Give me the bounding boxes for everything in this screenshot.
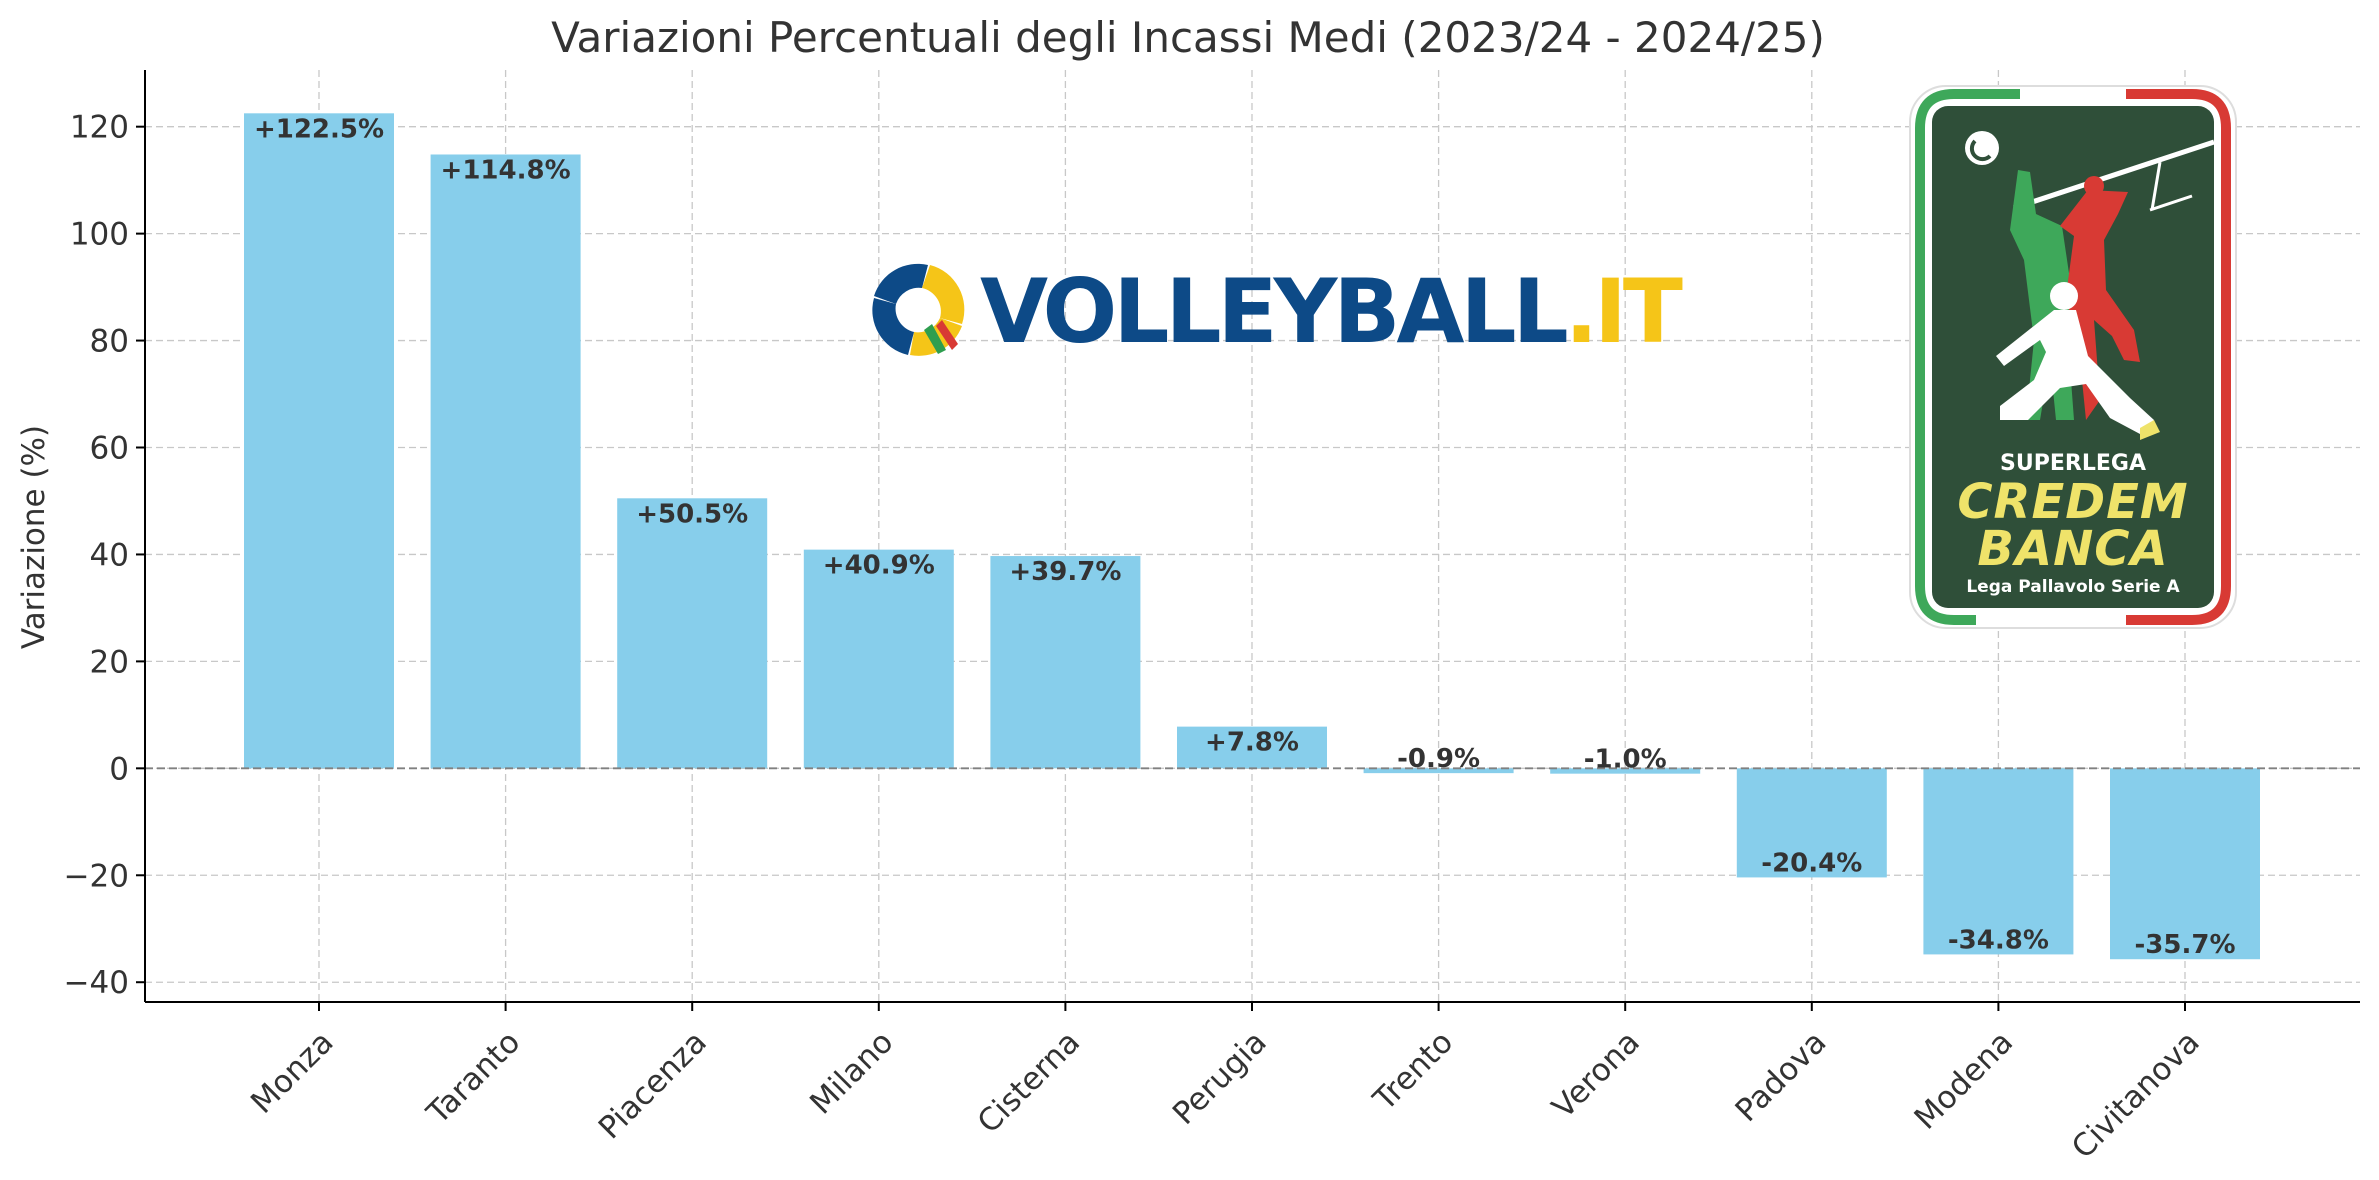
superlega-credem-banca-logo: SUPERLEGA CREDEM BANCA Lega Pallavolo Se…	[1909, 85, 2237, 629]
x-tick-label: Monza	[244, 1024, 341, 1121]
svg-text:VOLLEYBALL.IT: VOLLEYBALL.IT	[980, 260, 1683, 363]
x-tick-label: Padova	[1729, 1024, 1834, 1129]
credem-text: CREDEM	[1957, 474, 2188, 530]
x-tick-label: Verona	[1545, 1024, 1647, 1126]
bar	[803, 549, 954, 769]
data-label: +50.5%	[636, 499, 748, 529]
y-tick-labels: −40 −20 0 20 40 60 80 100 120	[64, 110, 129, 1002]
x-tick-label: Perugia	[1166, 1024, 1274, 1132]
data-labels: +122.5% +114.8% +50.5% +40.9% +39.7% +7.8% -0.…	[254, 114, 2236, 960]
bar	[2110, 768, 2260, 960]
data-label: -1.0%	[1584, 745, 1667, 775]
bar	[430, 154, 581, 769]
x-tick-label: Trento	[1366, 1024, 1460, 1118]
y-tick-label: 20	[90, 644, 129, 680]
y-tick-label: 40	[90, 537, 129, 573]
data-label: -0.9%	[1397, 744, 1480, 774]
bar	[1923, 768, 2074, 955]
bar	[1363, 768, 1514, 774]
lega-pallavolo-text: Lega Pallavolo Serie A	[1966, 577, 2180, 597]
axes	[136, 70, 2360, 1011]
data-label: +122.5%	[254, 114, 384, 144]
y-tick-label: 60	[90, 431, 129, 467]
volleyball-players-icon	[1996, 170, 2160, 440]
volleyball-ball-icon	[872, 263, 965, 356]
y-tick-label: 100	[70, 217, 129, 253]
x-tick-label: Civitanova	[2065, 1024, 2207, 1166]
bar	[990, 556, 1141, 769]
bar	[1550, 768, 1701, 774]
x-tick-label: Piacenza	[592, 1024, 714, 1146]
data-label: +40.9%	[823, 551, 935, 581]
data-label: +39.7%	[1009, 557, 1121, 587]
volleyball-logo-text: VOLLEYBALL	[980, 260, 1567, 363]
bar	[617, 498, 768, 769]
x-tick-label: Modena	[1908, 1024, 2021, 1137]
x-tick-label: Milano	[803, 1024, 900, 1121]
data-label: +114.8%	[441, 155, 571, 185]
data-label: -20.4%	[1761, 848, 1862, 878]
x-tick-label: Cisterna	[971, 1024, 1087, 1140]
y-tick-label: 120	[70, 110, 129, 146]
volleyball-it-logo: VOLLEYBALL.IT	[872, 260, 1687, 363]
y-tick-label: 0	[109, 751, 129, 787]
lega-emblem-icon	[1965, 131, 1999, 165]
data-label: -35.7%	[2135, 930, 2236, 960]
x-tick-labels: Monza Taranto Piacenza Milano Cisterna Perugi…	[244, 1024, 2207, 1166]
chart-title: Variazioni Percentuali degli Incassi Med…	[551, 13, 1825, 62]
y-tick-label: 80	[90, 324, 129, 360]
y-tick-label: −40	[64, 965, 129, 1001]
y-tick-label: −20	[64, 858, 129, 894]
superlega-title: SUPERLEGA	[2000, 451, 2146, 476]
data-label: +7.8%	[1205, 728, 1299, 758]
bar	[1177, 726, 1327, 769]
y-axis-label: Variazione (%)	[16, 425, 52, 649]
bar	[244, 113, 394, 769]
x-tick-label: Taranto	[420, 1024, 528, 1132]
volleyball-net-icon	[2013, 139, 2215, 212]
volleyball-logo-suffix: .IT	[1565, 260, 1683, 363]
data-label: -34.8%	[1948, 925, 2049, 955]
banca-text: BANCA	[1977, 521, 2168, 577]
bar	[1736, 768, 1887, 878]
bars	[244, 113, 2260, 960]
